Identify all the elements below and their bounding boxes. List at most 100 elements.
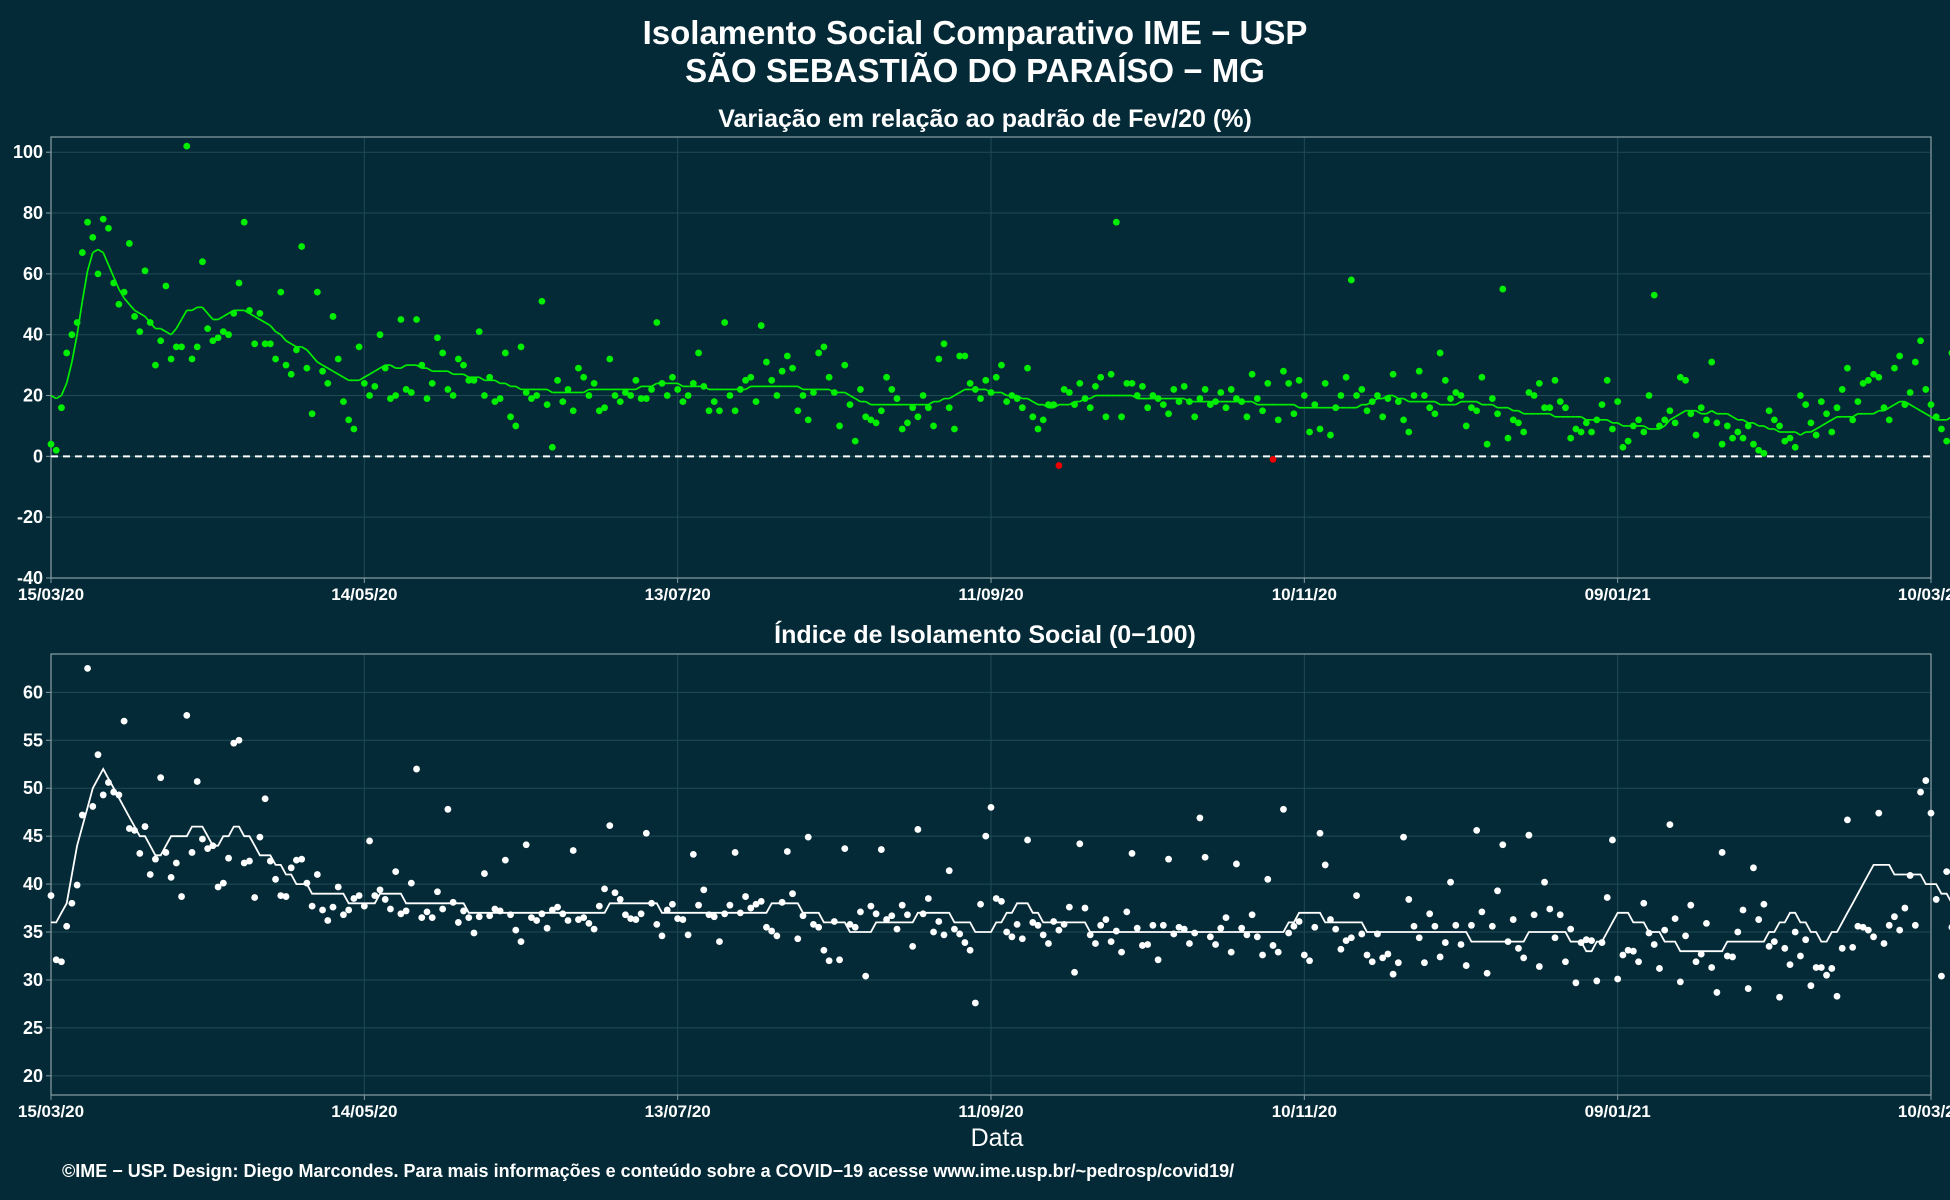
data-point [1238, 398, 1246, 405]
data-point [1640, 899, 1648, 907]
data-point [1817, 964, 1825, 971]
data-point [663, 906, 671, 914]
data-point [684, 392, 692, 399]
data-point [1629, 422, 1637, 430]
data-point [1520, 428, 1528, 436]
y-tick-label: 45 [23, 826, 43, 846]
data-point [1118, 948, 1125, 956]
data-point [1358, 930, 1366, 938]
data-point [888, 912, 896, 920]
data-point [1222, 404, 1230, 412]
data-point [721, 910, 729, 918]
data-point [110, 279, 118, 287]
data-point [830, 389, 838, 396]
data-point [1186, 940, 1193, 947]
data-point [695, 901, 702, 909]
data-point [1603, 894, 1611, 901]
data-point [449, 898, 457, 906]
data-point [1060, 920, 1068, 928]
data-point [329, 313, 337, 320]
trend-line-segment [1476, 400, 1483, 406]
y-tick-label: 60 [23, 682, 43, 702]
data-point [1441, 939, 1449, 946]
data-point [1598, 401, 1606, 409]
data-point [131, 313, 138, 320]
data-point [1206, 933, 1214, 941]
data-point [1415, 934, 1423, 942]
trend-line-segment [865, 400, 872, 406]
data-point [716, 407, 723, 415]
data-point [1159, 401, 1167, 409]
data-point [1718, 440, 1726, 448]
trend-line-segment [1392, 394, 1399, 400]
data-point [1306, 428, 1313, 436]
y-tick-label: 25 [23, 1018, 43, 1038]
trend-line-segment [1826, 419, 1833, 424]
data-point [1159, 921, 1167, 929]
data-point [1844, 816, 1851, 824]
data-point [825, 373, 833, 381]
data-point [1870, 370, 1877, 378]
trend-line-segment [1873, 409, 1880, 415]
data-point [1619, 951, 1627, 959]
data-point [125, 825, 133, 832]
data-point [1264, 875, 1272, 883]
data-point [1358, 386, 1366, 393]
data-point [924, 895, 932, 902]
figure-title-line2: SÃO SEBASTIÃO DO PARAÍSO − MG [685, 52, 1265, 89]
data-point [209, 337, 217, 345]
data-point [1891, 913, 1898, 921]
trend-line-segment [478, 376, 485, 382]
data-point [1823, 971, 1830, 979]
data-point [1139, 942, 1146, 949]
trend-line-segment [275, 330, 282, 336]
data-point [1864, 926, 1872, 934]
data-point [1885, 921, 1893, 929]
data-point [313, 871, 321, 878]
data-point [789, 890, 796, 898]
data-point [1807, 419, 1815, 427]
trend-line-segment [1920, 409, 1927, 415]
data-point [1593, 977, 1601, 985]
data-point [1102, 916, 1110, 923]
data-point [1133, 392, 1141, 399]
data-point [68, 331, 76, 339]
trend-line-segment [1507, 406, 1514, 412]
data-point [669, 900, 676, 908]
trend-line-segment [635, 385, 642, 391]
data-point [376, 331, 384, 339]
data-point [872, 419, 880, 427]
trend-line-segment [81, 270, 89, 302]
data-point [1238, 924, 1246, 932]
data-point [152, 855, 159, 863]
data-point [465, 914, 473, 922]
data-point [1718, 849, 1726, 856]
data-point [454, 355, 462, 363]
data-point [1321, 379, 1329, 387]
data-point [1165, 410, 1172, 418]
data-point [1473, 407, 1481, 415]
data-point [1812, 431, 1820, 439]
trend-line-segment [1852, 413, 1859, 418]
data-point [460, 907, 467, 915]
data-point [350, 895, 358, 902]
trend-line-segment [797, 385, 804, 391]
data-point [355, 343, 363, 351]
data-point [564, 386, 572, 393]
data-point [1118, 413, 1125, 421]
data-point [841, 845, 849, 853]
data-point [768, 376, 776, 384]
data-point [622, 911, 629, 919]
data-point [454, 919, 462, 926]
data-point [1624, 946, 1632, 954]
data-point [877, 846, 885, 853]
data-point [1541, 404, 1548, 412]
data-point [465, 376, 473, 384]
data-point [632, 916, 640, 923]
data-point [1582, 936, 1590, 944]
data-point [726, 392, 734, 399]
trend-line-segment [71, 334, 78, 363]
trend-line-segment [123, 297, 130, 305]
data-point [1300, 392, 1308, 399]
trend-line-segment [1669, 416, 1676, 421]
